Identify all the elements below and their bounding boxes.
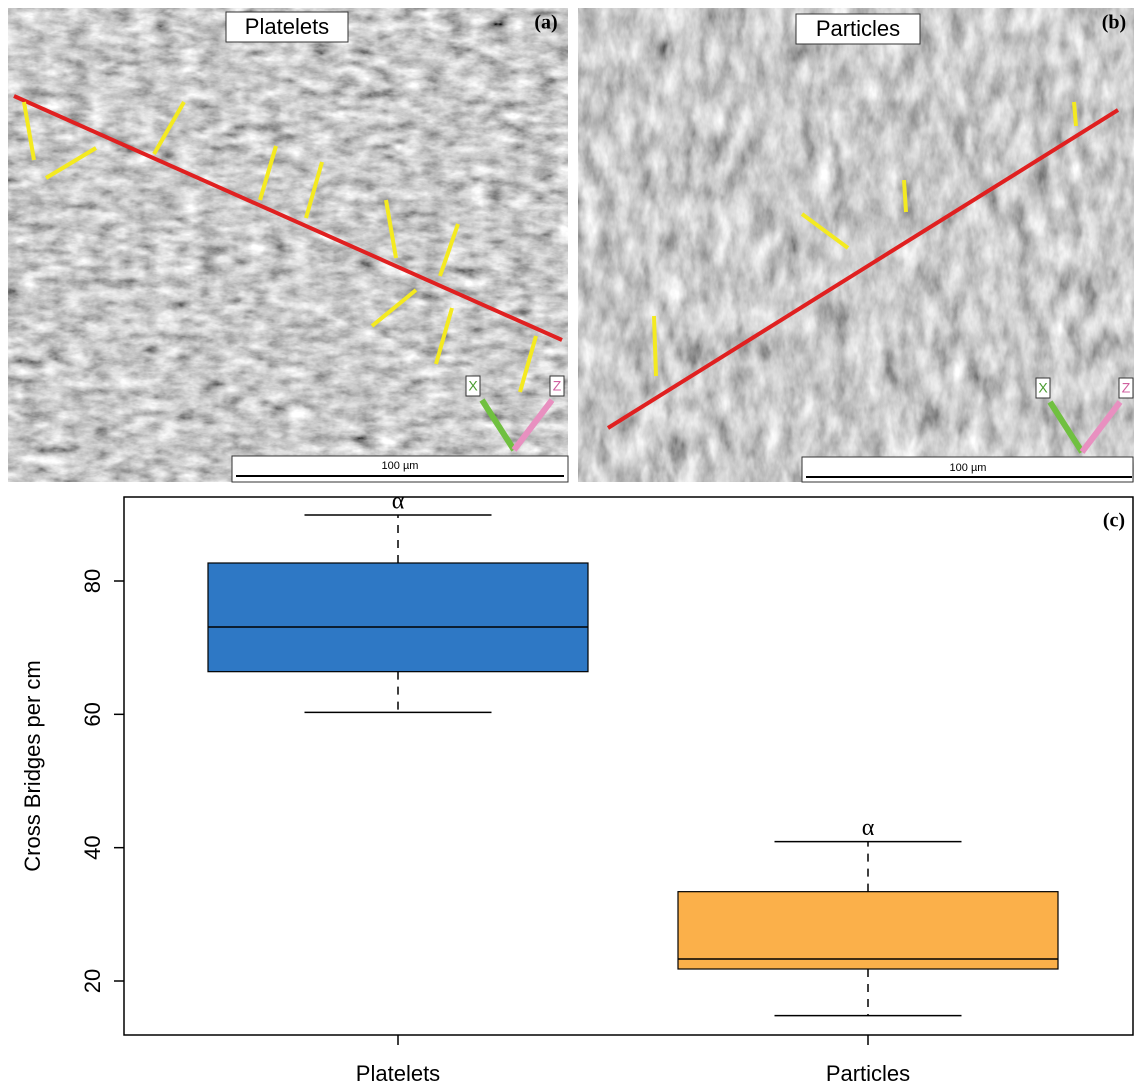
axis-label: Z (1122, 380, 1131, 396)
figure: Platelets (a) X Z 100 µm Particles (b) X… (0, 0, 1134, 1088)
scale-label: 100 µm (382, 460, 419, 472)
y-tick-label: 20 (80, 969, 105, 993)
axis-label: X (1038, 380, 1048, 396)
y-tick-label: 40 (80, 835, 105, 859)
panel-tag: (c) (1103, 510, 1125, 532)
panel-tag: (b) (1102, 12, 1126, 34)
panel-label: Particles (816, 16, 900, 41)
x-tick-label: Platelets (356, 1061, 440, 1086)
y-tick-label: 80 (80, 569, 105, 593)
panel-tag: (a) (534, 12, 557, 34)
panel-a: Platelets (a) X Z 100 µm (8, 8, 568, 482)
annotation: α (862, 815, 875, 841)
sem-image (8, 8, 568, 482)
y-tick-label: 60 (80, 702, 105, 726)
annotation: α (392, 489, 405, 515)
x-tick-label: Particles (826, 1061, 910, 1086)
axis-label: X (468, 378, 478, 394)
panel-label: Platelets (245, 14, 329, 39)
axis-label: Z (553, 378, 562, 394)
panel-b: Particles (b) X Z 100 µm (578, 8, 1134, 482)
box (208, 563, 588, 672)
scale-label: 100 µm (950, 462, 987, 474)
box (678, 892, 1058, 969)
y-axis-title: Cross Bridges per cm (20, 660, 45, 872)
box-plot: (c) Cross Bridges per cm 20 40 60 80 Platele… (20, 489, 1133, 1086)
sem-image (578, 8, 1134, 482)
